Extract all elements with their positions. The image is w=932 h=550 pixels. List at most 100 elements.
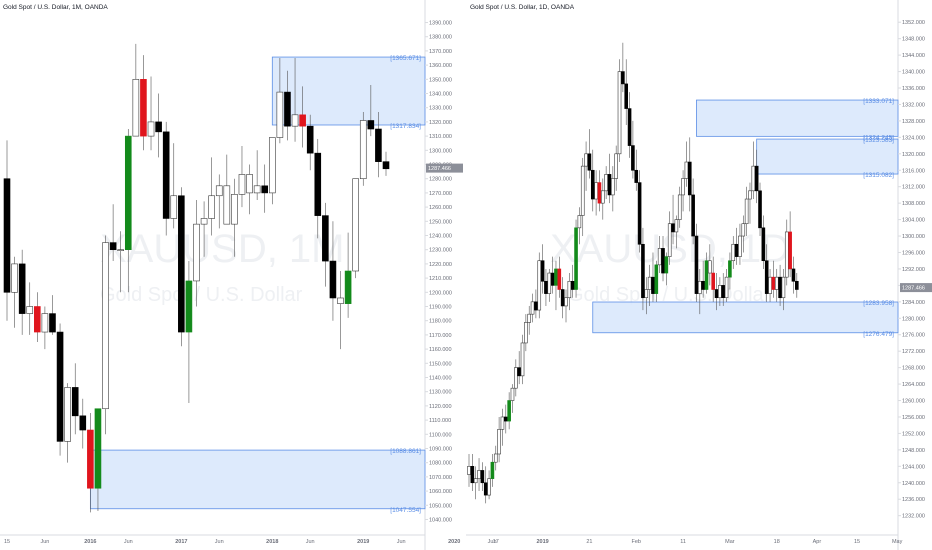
candle[interactable] xyxy=(109,204,117,262)
candle[interactable] xyxy=(322,202,329,287)
candle[interactable] xyxy=(79,398,87,449)
candle[interactable] xyxy=(534,289,538,319)
candle[interactable] xyxy=(634,149,639,191)
candle[interactable] xyxy=(102,235,109,435)
candle[interactable] xyxy=(554,260,558,311)
candle[interactable] xyxy=(764,244,769,302)
candle[interactable] xyxy=(473,466,478,500)
candle[interactable] xyxy=(530,293,535,323)
candle[interactable] xyxy=(510,384,515,413)
candle[interactable] xyxy=(761,215,766,269)
candle[interactable] xyxy=(617,59,622,163)
candle[interactable] xyxy=(359,111,367,186)
candle[interactable] xyxy=(517,351,521,385)
candle[interactable] xyxy=(687,137,692,212)
candle[interactable] xyxy=(594,170,598,216)
candle[interactable] xyxy=(774,268,779,302)
candle[interactable] xyxy=(540,244,545,294)
candle[interactable] xyxy=(567,273,572,311)
candle[interactable] xyxy=(34,292,41,342)
candle[interactable] xyxy=(524,314,528,352)
candle[interactable] xyxy=(708,244,712,286)
candle[interactable] xyxy=(344,232,352,318)
candle[interactable] xyxy=(291,58,299,142)
candle[interactable] xyxy=(352,178,359,279)
supply-demand-zone[interactable] xyxy=(271,56,426,126)
candle[interactable] xyxy=(367,84,375,137)
supply-demand-zone[interactable] xyxy=(696,99,899,137)
candle[interactable] xyxy=(724,268,729,302)
candle[interactable] xyxy=(71,363,79,435)
candle[interactable] xyxy=(276,58,284,144)
candle[interactable] xyxy=(587,129,592,179)
candle[interactable] xyxy=(537,252,542,319)
candle[interactable] xyxy=(791,256,796,294)
candle[interactable] xyxy=(604,166,608,200)
candle[interactable] xyxy=(140,55,147,151)
candle[interactable] xyxy=(621,42,625,93)
candle[interactable] xyxy=(560,277,565,319)
candle[interactable] xyxy=(155,93,162,158)
candle[interactable] xyxy=(268,137,276,205)
candle[interactable] xyxy=(493,445,498,471)
candle[interactable] xyxy=(771,260,776,298)
candle[interactable] xyxy=(480,462,485,491)
candle[interactable] xyxy=(193,200,200,307)
candle[interactable] xyxy=(329,221,337,321)
candle[interactable] xyxy=(41,306,49,350)
candle[interactable] xyxy=(647,264,652,306)
candle[interactable] xyxy=(507,392,511,430)
candle[interactable] xyxy=(497,416,501,463)
supply-demand-zone[interactable] xyxy=(89,449,426,510)
candle[interactable] xyxy=(570,264,575,298)
candle[interactable] xyxy=(132,43,140,137)
candle[interactable] xyxy=(641,227,645,311)
candle[interactable] xyxy=(781,268,786,311)
candle[interactable] xyxy=(751,141,756,200)
candle[interactable] xyxy=(253,150,261,201)
candle[interactable] xyxy=(784,219,789,286)
candle[interactable] xyxy=(674,215,679,249)
candle[interactable] xyxy=(714,273,719,311)
monthly-chart-panel[interactable]: XAUUSD, 1M Gold Spot / U.S. Dollar 1390.… xyxy=(0,0,497,550)
candle[interactable] xyxy=(734,227,739,265)
candle[interactable] xyxy=(631,120,635,179)
daily-chart-panel[interactable]: XAUUSD, 1D Gold Spot / U.S. Dollar 1352.… xyxy=(466,0,932,550)
candle[interactable] xyxy=(162,121,170,236)
candle[interactable] xyxy=(694,223,699,302)
candle[interactable] xyxy=(557,256,562,298)
candle[interactable] xyxy=(741,215,746,253)
candle[interactable] xyxy=(470,453,475,491)
candle[interactable] xyxy=(657,236,662,274)
candle[interactable] xyxy=(744,186,749,237)
candle[interactable] xyxy=(721,273,726,306)
candle[interactable] xyxy=(375,111,382,178)
candle[interactable] xyxy=(597,170,602,212)
candle[interactable] xyxy=(314,138,322,239)
candle[interactable] xyxy=(124,129,132,293)
candle[interactable] xyxy=(200,201,208,257)
candle[interactable] xyxy=(56,323,64,456)
candle[interactable] xyxy=(704,252,709,294)
candle[interactable] xyxy=(728,252,732,290)
candle[interactable] xyxy=(637,170,642,253)
candle[interactable] xyxy=(3,140,11,321)
candle[interactable] xyxy=(758,182,762,237)
candle[interactable] xyxy=(748,182,752,224)
candle[interactable] xyxy=(577,207,582,245)
candle[interactable] xyxy=(644,277,649,315)
candle[interactable] xyxy=(677,186,682,228)
candle[interactable] xyxy=(11,256,18,328)
candle[interactable] xyxy=(306,114,314,171)
candle[interactable] xyxy=(624,59,629,126)
candle[interactable] xyxy=(238,146,246,208)
candle[interactable] xyxy=(788,211,792,278)
candle[interactable] xyxy=(667,211,672,265)
candle[interactable] xyxy=(590,149,595,212)
candle[interactable] xyxy=(701,260,705,298)
candle[interactable] xyxy=(768,268,772,302)
candle[interactable] xyxy=(215,174,223,229)
candle[interactable] xyxy=(299,86,306,148)
candle[interactable] xyxy=(94,408,102,511)
candle[interactable] xyxy=(544,268,548,306)
